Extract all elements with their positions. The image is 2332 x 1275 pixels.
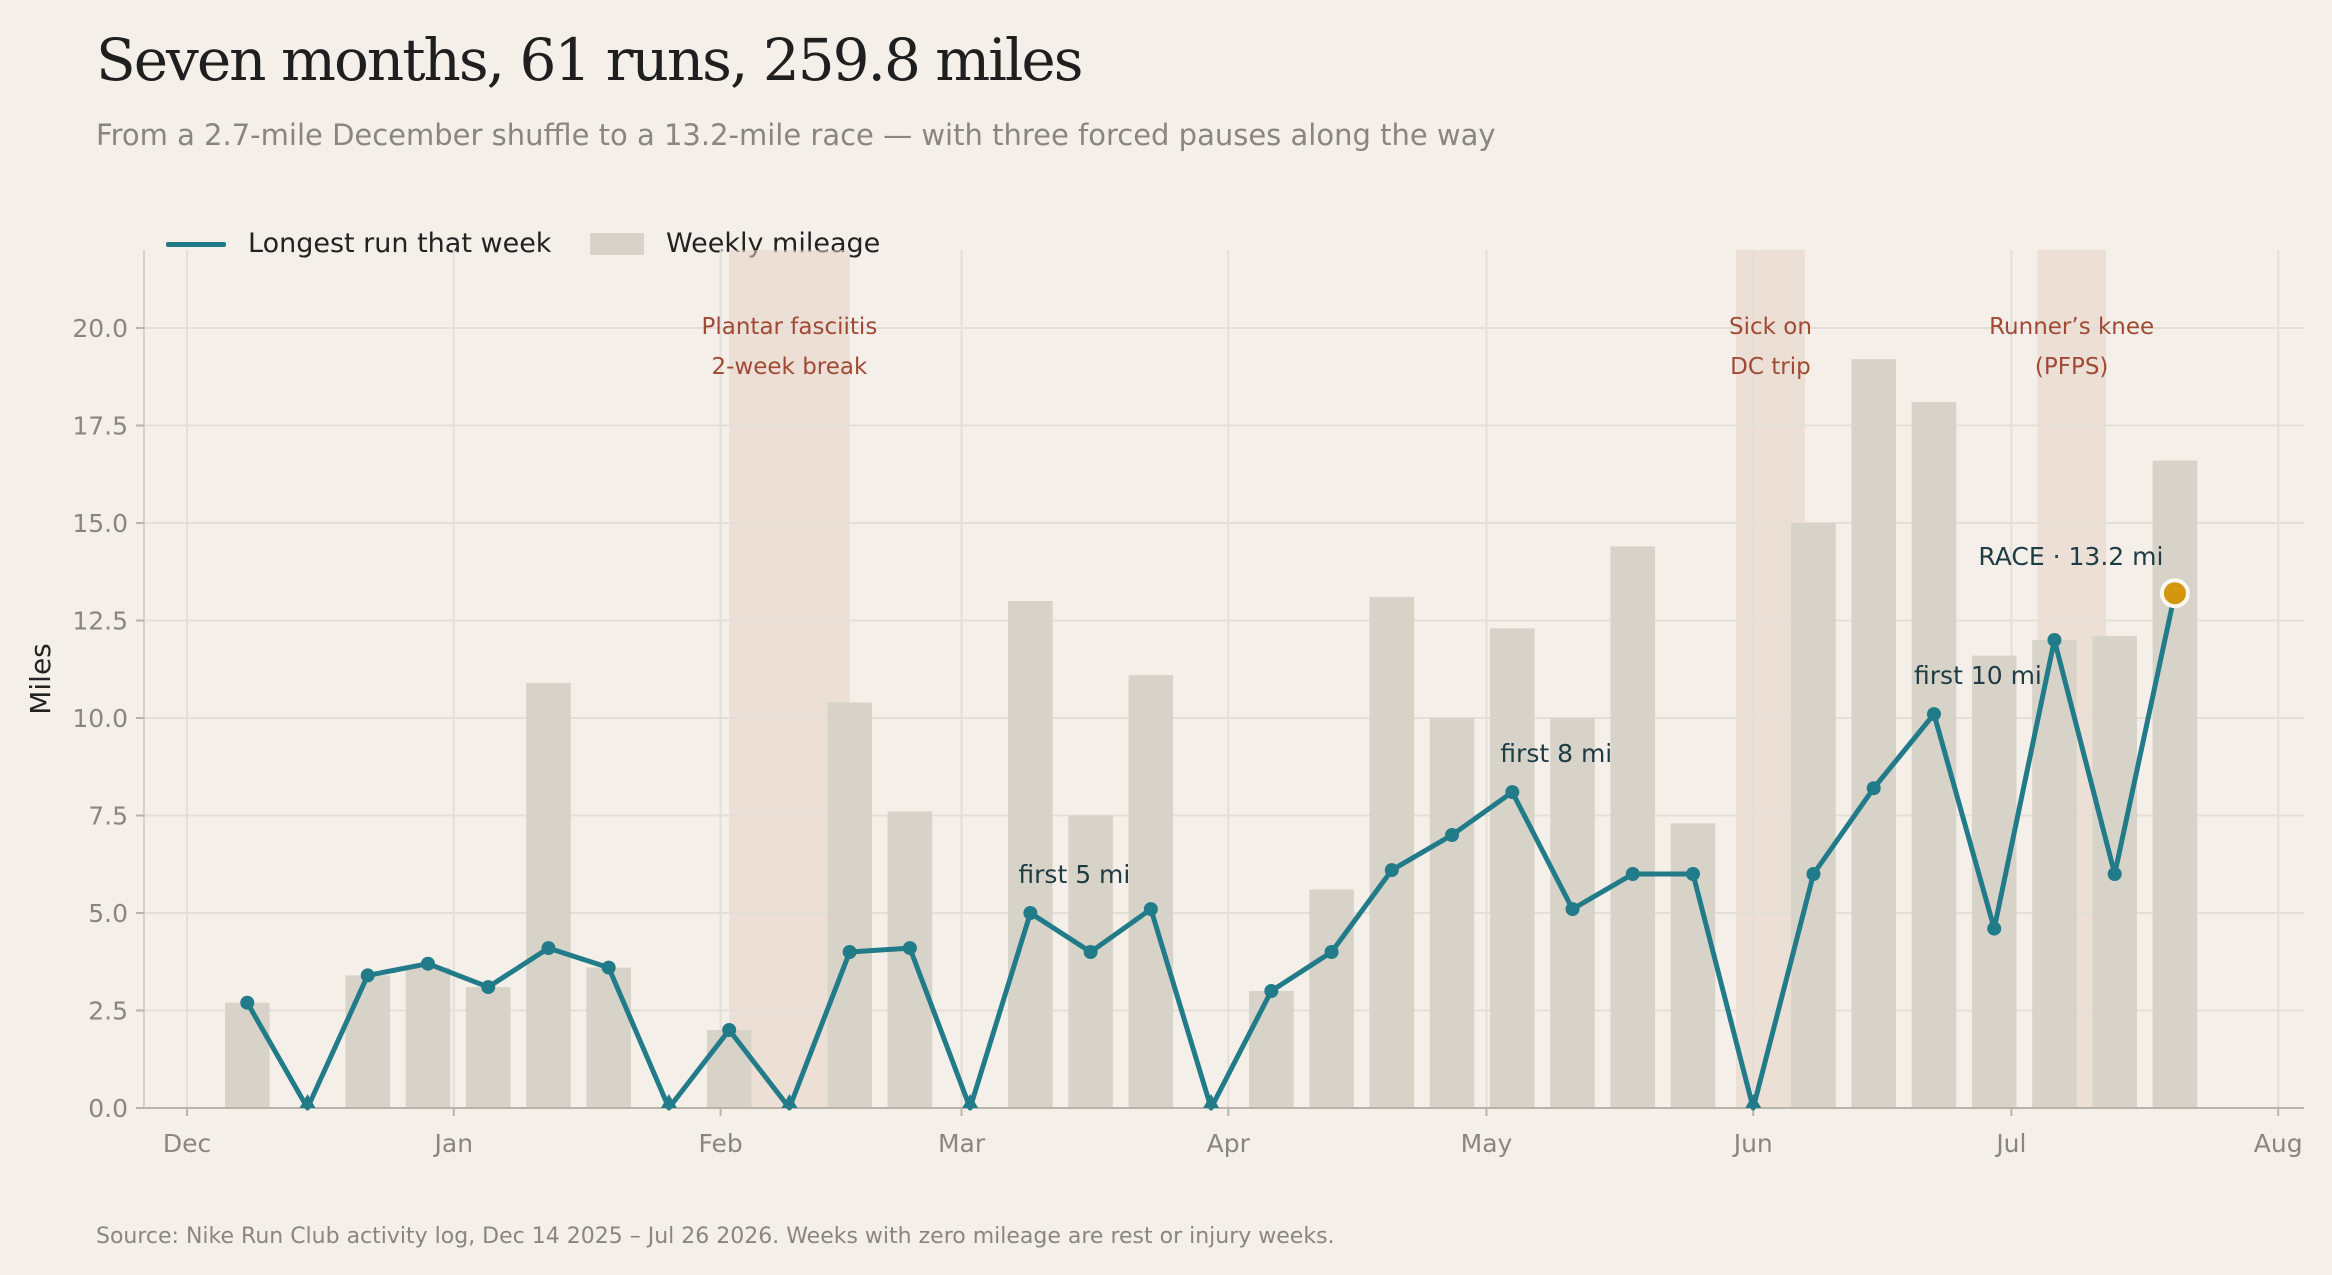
x-tick-label-6: Jun: [1732, 1129, 1773, 1158]
milestone-label-3: RACE · 13.2 mi: [1978, 542, 2163, 571]
line-point-14: [1083, 945, 1098, 959]
bar-8: [706, 1030, 752, 1108]
line-point-3: [420, 956, 435, 971]
bar-27: [1851, 359, 1897, 1108]
chart-title: Seven months, 61 runs, 259.8 miles: [96, 26, 1083, 94]
line-point-31: [2107, 867, 2122, 881]
zero-marker-16: [1203, 1094, 1220, 1108]
legend-swatch-bar: [590, 233, 644, 255]
line-point-26: [1806, 867, 1821, 881]
bar-11: [887, 811, 933, 1108]
line-point-21: [1505, 785, 1520, 800]
y-tick-label-1: 2.5: [88, 997, 128, 1026]
line-point-6: [601, 960, 616, 975]
pause-label-2-0: Runner’s knee: [1989, 314, 2154, 340]
line-point-27: [1866, 781, 1881, 796]
legend-swatch-line: [166, 242, 226, 247]
y-tick-label-7: 17.5: [72, 412, 128, 441]
bar-14: [1068, 815, 1113, 1108]
y-tick-label-3: 7.5: [88, 802, 128, 831]
y-tick-label-4: 10.0: [72, 704, 128, 733]
x-tick-label-4: Apr: [1207, 1129, 1251, 1158]
line-point-15: [1143, 902, 1158, 917]
axes: 0.0 2.5 5.0 7.5 10.0 12.5 15.0 17.5 20.0 Dec Jan Fe…: [24, 250, 2304, 1158]
line-point-28: [1926, 707, 1941, 722]
line-longest-run: [240, 578, 2190, 1111]
line-point-10: [842, 945, 857, 959]
bar-32: [2152, 460, 2198, 1109]
y-tick-label-6: 15.0: [72, 509, 128, 538]
bar-13: [1008, 601, 1053, 1108]
zero-marker-9: [781, 1094, 798, 1108]
pause-label-1-0: Sick on: [1729, 314, 1812, 340]
bar-26: [1791, 523, 1836, 1108]
x-tick-label-2: Feb: [698, 1129, 742, 1158]
chart-source-note: Source: Nike Run Club activity log, Dec …: [96, 1224, 1335, 1249]
y-tick-label-0: 0.0: [88, 1094, 128, 1123]
line-point-0: [240, 995, 255, 1010]
zero-marker-1: [299, 1094, 316, 1108]
y-tick-label-8: 20.0: [72, 314, 128, 343]
line-point-17: [1264, 984, 1279, 998]
legend-label-longest-run: Longest run that week: [248, 228, 552, 259]
bar-0: [224, 1002, 270, 1108]
pause-bands: [729, 250, 2107, 1108]
line-point-24: [1686, 867, 1701, 881]
pause-label-0-1: 2-week break: [712, 354, 868, 380]
milestone-label-2: first 10 mi: [1914, 661, 2042, 690]
line-point-8: [722, 1023, 737, 1037]
line-point-30: [2047, 633, 2062, 647]
line-point-29: [1987, 921, 2002, 936]
x-tick-label-3: Mar: [938, 1129, 986, 1158]
line-point-2: [360, 968, 375, 983]
bar-20: [1429, 718, 1475, 1108]
y-tick-label-5: 12.5: [72, 607, 128, 636]
race-point: [2159, 578, 2190, 609]
bar-19: [1369, 597, 1415, 1108]
line-point-13: [1023, 906, 1038, 920]
bar-18: [1309, 889, 1354, 1108]
line-point-5: [541, 941, 556, 956]
milestone-label-0: first 5 mi: [1018, 860, 1130, 889]
zero-marker-7: [660, 1094, 677, 1108]
bar-24: [1670, 823, 1716, 1108]
line-point-20: [1445, 828, 1460, 842]
line-point-18: [1324, 945, 1339, 959]
chart-labels: Plantar fasciitis 2-week break Sick on DC t…: [702, 314, 2164, 889]
y-tick-label-2: 5.0: [88, 899, 128, 928]
bar-5: [526, 682, 571, 1108]
chart-subtitle: From a 2.7-mile December shuffle to a 13…: [96, 118, 1496, 152]
bar-2: [345, 975, 391, 1108]
y-axis-label: Miles: [24, 643, 57, 715]
bar-28: [1911, 402, 1957, 1109]
line-point-4: [481, 980, 496, 995]
bar-21: [1489, 628, 1535, 1108]
line-point-23: [1625, 867, 1640, 881]
bar-15: [1128, 675, 1174, 1108]
pause-label-1-1: DC trip: [1730, 354, 1811, 380]
chart-plot: 0.0 2.5 5.0 7.5 10.0 12.5 15.0 17.5 20.0 Dec Jan Fe…: [24, 250, 2304, 1158]
bar-6: [586, 967, 631, 1108]
x-tick-label-5: May: [1461, 1129, 1513, 1158]
bar-4: [465, 987, 511, 1108]
bar-3: [405, 967, 451, 1108]
x-tick-label-0: Dec: [163, 1129, 211, 1158]
bar-23: [1610, 546, 1656, 1108]
bar-10: [827, 702, 872, 1108]
x-tick-label-8: Aug: [2254, 1129, 2303, 1158]
bars-weekly-mileage: [224, 359, 2198, 1109]
x-tick-label-1: Jan: [433, 1129, 474, 1158]
x-tick-label-7: Jul: [1994, 1129, 2026, 1158]
pause-label-0-0: Plantar fasciitis: [702, 314, 878, 340]
line-point-19: [1384, 863, 1399, 878]
line-point-22: [1565, 902, 1580, 917]
zero-marker-12: [962, 1094, 979, 1108]
bar-17: [1249, 991, 1294, 1108]
milestone-label-1: first 8 mi: [1500, 739, 1612, 768]
zero-marker-25: [1745, 1094, 1762, 1108]
pause-label-2-1: (PFPS): [2035, 354, 2109, 380]
line-point-11: [902, 941, 917, 956]
